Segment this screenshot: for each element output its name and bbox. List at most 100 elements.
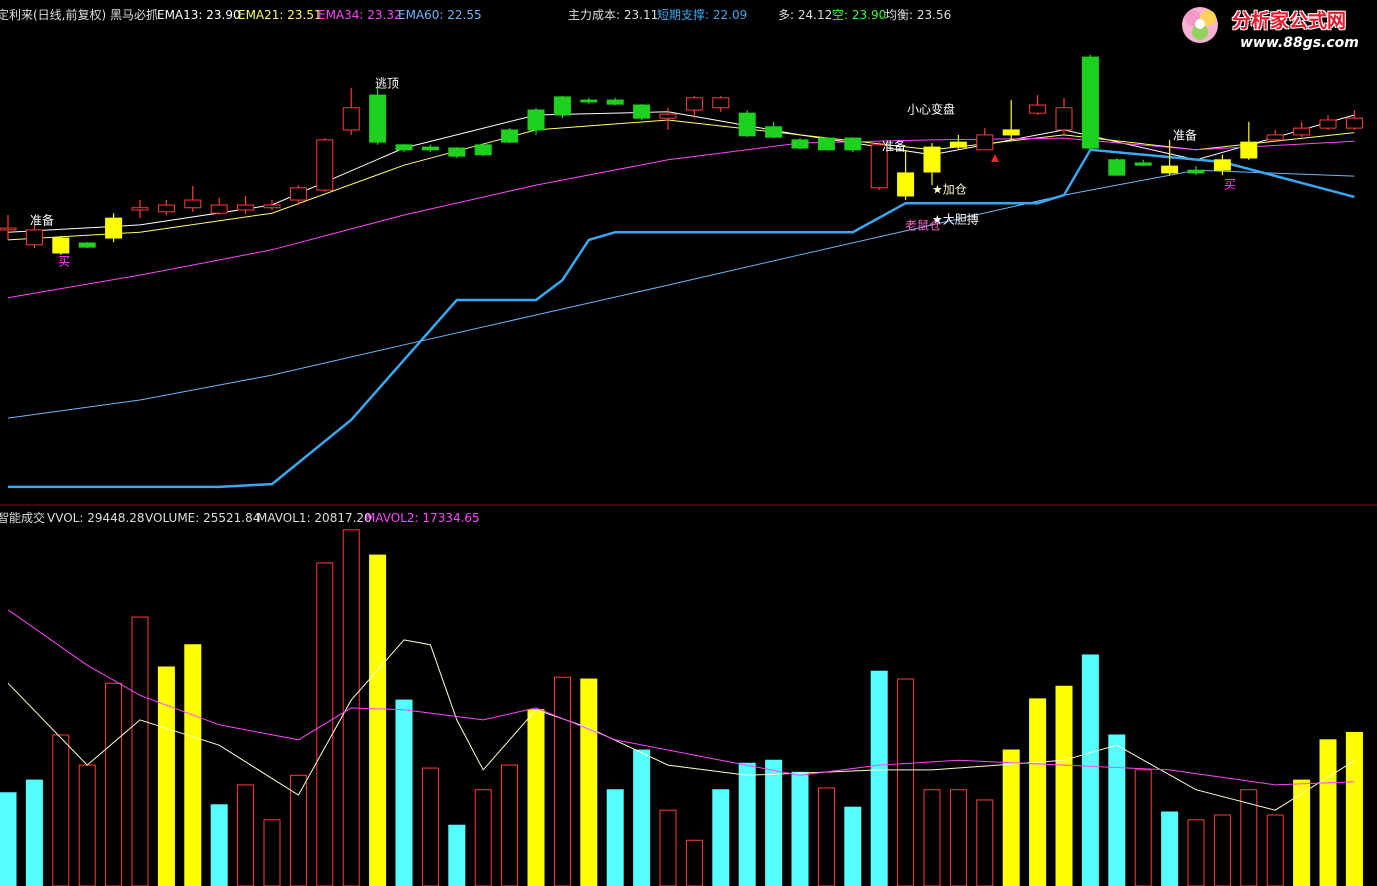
candle-body [1161, 165, 1179, 174]
readout: 主力成本23.11 [568, 8, 658, 22]
readout: 空23.90 [832, 8, 886, 22]
volume-bar [817, 787, 835, 886]
volume-bar [1029, 698, 1047, 886]
candle-body [131, 207, 149, 211]
candle-body [1055, 107, 1073, 131]
candle-body [685, 97, 703, 111]
candle-body [923, 146, 941, 173]
volume-bar [421, 767, 439, 886]
candle-body [52, 237, 70, 254]
readout: VOLUME25521.84 [145, 511, 260, 525]
volume-bar [52, 734, 70, 886]
candle-body [1081, 56, 1099, 149]
readout-value: 29448.28 [87, 511, 145, 525]
volume-bar [78, 764, 96, 886]
candle-body [369, 94, 387, 143]
volume-bar [738, 762, 756, 886]
readout-value: 23.11 [623, 8, 659, 22]
candle-body [1213, 159, 1231, 171]
candle-body [1029, 104, 1047, 114]
volume-bar [976, 799, 994, 886]
readout-name: EMA60 [398, 8, 447, 22]
volume-bar [633, 749, 651, 886]
annotation: ★加仓 [932, 183, 967, 197]
readout: EMA2123.51 [238, 8, 322, 22]
candle-body [606, 99, 624, 105]
readout-value: 24.12 [797, 8, 833, 22]
annotation: 小心变盘 [907, 102, 955, 117]
candle-body [448, 147, 466, 157]
volume-bar [923, 789, 941, 886]
volume-bar [263, 819, 281, 886]
readout-name: 均衡 [885, 8, 917, 22]
volume-bar [25, 779, 43, 886]
volume-bar [105, 682, 123, 886]
annotation: 逃顶 [375, 77, 399, 91]
volume-bar [1108, 734, 1126, 886]
candle-body [1108, 159, 1126, 176]
volume-bar [606, 789, 624, 886]
volume-bar [1213, 814, 1231, 886]
candle-body [1134, 162, 1152, 166]
annotation: 老鼠仓 [905, 219, 941, 233]
readout-name: 空 [832, 8, 852, 22]
candle-body [712, 97, 730, 109]
volume-bar [316, 562, 334, 886]
volume-bar [1002, 749, 1020, 886]
readout-name: EMA34 [318, 8, 367, 22]
candle-body [316, 139, 334, 191]
volume-bar [1345, 731, 1363, 886]
candle-body [210, 204, 228, 214]
indicator-line [7, 137, 1355, 299]
volume-bar [395, 699, 413, 886]
readout: 均衡23.56 [885, 8, 951, 22]
candle-body [157, 204, 175, 213]
candle-body [765, 126, 783, 138]
readout-name: VVOL [47, 511, 87, 525]
panel-title: 智能成交 [0, 511, 46, 525]
readout: EMA3423.32 [318, 8, 402, 22]
annotation: ★大胆搏 [932, 213, 979, 227]
volume-bar [1081, 654, 1099, 886]
readout-value: 25521.84 [203, 511, 261, 525]
volume-bar [369, 554, 387, 886]
volume-bar [1187, 819, 1205, 886]
volume-bar [897, 678, 915, 886]
candle-body [791, 139, 809, 149]
candle-body [25, 229, 43, 246]
indicator-line [7, 639, 1355, 811]
watermark-title: 分析家公式网 [1232, 10, 1347, 32]
candle-body [474, 144, 492, 156]
annotation: 买 [1224, 178, 1236, 192]
volume-bar [1055, 685, 1073, 886]
volume-bar [237, 784, 255, 886]
annotation: 准备 [882, 140, 906, 154]
readout: MAVOL217334.65 [365, 511, 480, 525]
volume-bar [712, 789, 730, 886]
candle-body [184, 199, 202, 209]
readout: 多24.12 [778, 8, 832, 22]
readout-value: 17334.65 [422, 511, 480, 525]
candle-body [897, 172, 915, 197]
volume-bar [157, 666, 175, 886]
candle-body [553, 96, 571, 116]
indicator-line [8, 148, 1355, 489]
volume-bar [844, 806, 862, 886]
volume-bar [210, 804, 228, 886]
annotation: 买 [58, 255, 70, 269]
readout-name: 主力成本 [568, 8, 624, 22]
candle-body [1345, 117, 1363, 129]
watermark-url: www.88gs.com [1240, 35, 1359, 51]
readout-value: 20817.20 [314, 511, 372, 525]
volume-bar [1266, 814, 1284, 886]
candle-body [976, 134, 994, 151]
indicator-line [7, 169, 1355, 419]
readout-value: 23.56 [916, 8, 952, 22]
volume-bar [474, 789, 492, 886]
candle-body [105, 217, 123, 239]
candle-body [580, 99, 598, 103]
volume-bar [553, 676, 571, 886]
volume-bar [791, 771, 809, 886]
